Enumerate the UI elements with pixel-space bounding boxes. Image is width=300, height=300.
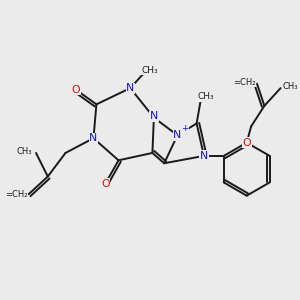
Text: N: N [150, 111, 158, 121]
Text: O: O [71, 85, 80, 94]
Text: CH₃: CH₃ [141, 66, 158, 75]
Text: N: N [126, 83, 134, 93]
Text: =CH₂: =CH₂ [233, 78, 256, 87]
Text: N: N [89, 133, 98, 143]
Text: CH₃: CH₃ [16, 147, 32, 156]
Text: O: O [242, 138, 251, 148]
Text: O: O [101, 179, 110, 189]
Text: N: N [200, 151, 208, 161]
Text: =CH₂: =CH₂ [5, 190, 27, 199]
Text: CH₃: CH₃ [197, 92, 214, 101]
Text: CH₃: CH₃ [282, 82, 298, 91]
Text: N: N [173, 130, 181, 140]
Text: +: + [181, 124, 189, 133]
